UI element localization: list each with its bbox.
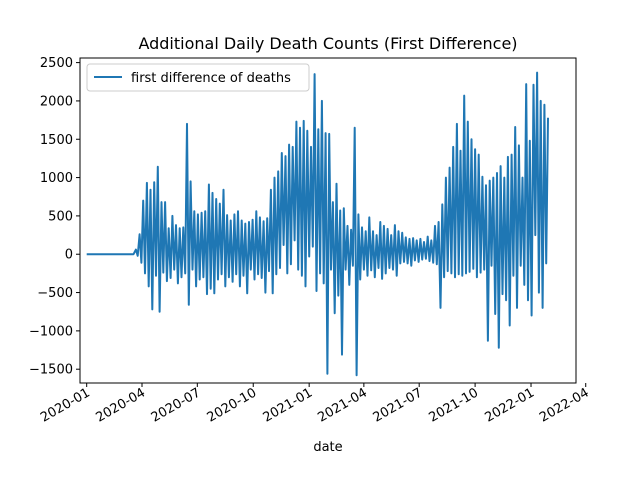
y-tick-label: −500	[37, 286, 73, 301]
y-tick-label: 0	[65, 248, 73, 263]
x-tick-label: 2021-01	[261, 385, 316, 425]
y-axis: −1500 −1000 −500 0 500 1000 1500 2000 2500	[29, 56, 80, 378]
y-tick-label: −1000	[29, 324, 73, 339]
legend-box	[86, 63, 310, 92]
x-axis: 2020-01 2020-04 2020-07 2020-10 2021-01 2021-…	[38, 383, 592, 426]
x-tick-label: 2021-10	[427, 385, 482, 425]
x-tick-label: 2020-04	[93, 385, 148, 425]
y-tick-label: 500	[48, 209, 73, 224]
x-tick-label: 2020-07	[149, 385, 204, 425]
chart-title: Additional Daily Death Counts (First Dif…	[138, 34, 517, 53]
y-tick-label: 2000	[40, 94, 73, 109]
legend: first difference of deaths	[86, 63, 310, 92]
x-tick-label: 2021-04	[315, 385, 370, 425]
axes-frame	[79, 57, 577, 384]
legend-label: first difference of deaths	[131, 71, 291, 86]
x-tick-label: 2021-07	[371, 385, 426, 425]
x-tick-label: 2022-04	[537, 385, 592, 425]
y-tick-label: −1500	[29, 363, 73, 378]
x-axis-label: date	[313, 440, 342, 455]
y-tick-label: 2500	[40, 56, 73, 71]
y-tick-label: 1500	[40, 133, 73, 148]
x-tick-label: 2022-01	[482, 385, 537, 425]
plot-area	[86, 71, 549, 377]
y-tick-label: 1000	[40, 171, 73, 186]
x-tick-label: 2020-01	[38, 385, 93, 425]
series-line	[86, 71, 549, 377]
x-tick-label: 2020-10	[205, 385, 260, 425]
